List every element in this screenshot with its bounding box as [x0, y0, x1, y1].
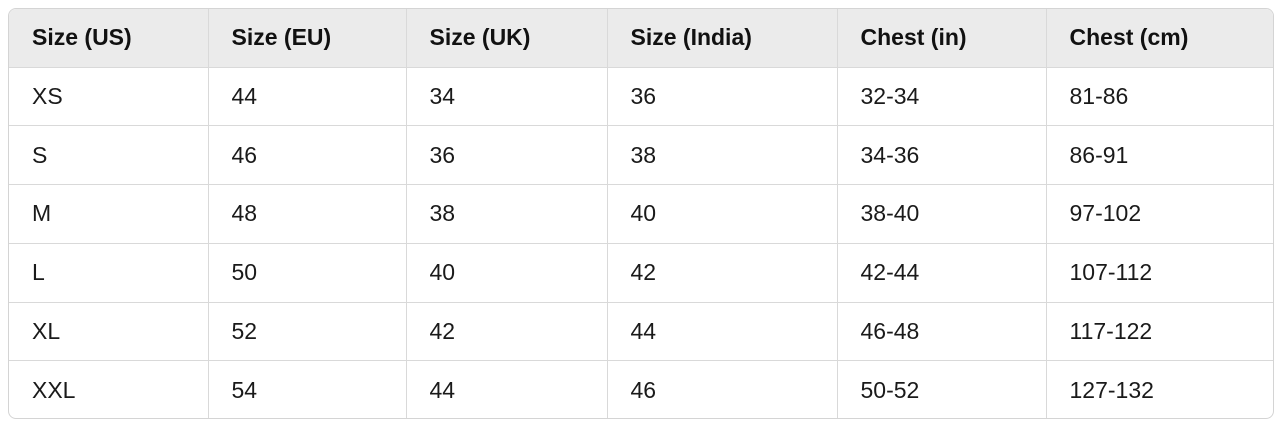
cell-chest-in: 34-36: [837, 125, 1047, 186]
cell-size-eu: 50: [208, 243, 407, 303]
cell-size-uk: 42: [406, 302, 608, 362]
cell-size-us: XXL: [9, 360, 209, 418]
cell-size-india: 42: [607, 243, 838, 303]
cell-size-us: XS: [9, 67, 209, 127]
cell-size-india: 44: [607, 302, 838, 362]
cell-size-us: M: [9, 184, 209, 244]
cell-size-india: 38: [607, 125, 838, 186]
cell-size-eu: 54: [208, 360, 407, 418]
cell-size-eu: 52: [208, 302, 407, 362]
cell-chest-cm: 86-91: [1046, 125, 1273, 186]
cell-size-india: 40: [607, 184, 838, 244]
cell-size-uk: 36: [406, 125, 608, 186]
column-header-chest-in: Chest (in): [837, 9, 1047, 68]
cell-size-us: XL: [9, 302, 209, 362]
table-row: XS 44 34 36 32-34 81-86: [9, 67, 1273, 127]
cell-size-india: 36: [607, 67, 838, 127]
table-row: XXL 54 44 46 50-52 127-132: [9, 360, 1273, 418]
cell-size-uk: 40: [406, 243, 608, 303]
column-header-size-uk: Size (UK): [406, 9, 608, 68]
cell-size-us: S: [9, 125, 209, 186]
table-row: S 46 36 38 34-36 86-91: [9, 125, 1273, 186]
column-header-chest-cm: Chest (cm): [1046, 9, 1273, 68]
cell-size-eu: 48: [208, 184, 407, 244]
cell-size-uk: 44: [406, 360, 608, 418]
cell-chest-cm: 117-122: [1046, 302, 1273, 362]
header-row: Size (US) Size (EU) Size (UK) Size (Indi…: [9, 9, 1273, 68]
table-row: L 50 40 42 42-44 107-112: [9, 243, 1273, 303]
table-row: M 48 38 40 38-40 97-102: [9, 184, 1273, 244]
cell-size-india: 46: [607, 360, 838, 418]
cell-chest-in: 46-48: [837, 302, 1047, 362]
cell-size-eu: 46: [208, 125, 407, 186]
cell-chest-cm: 127-132: [1069, 377, 1154, 404]
size-chart-table-container: Size (US) Size (EU) Size (UK) Size (Indi…: [8, 8, 1274, 419]
column-header-size-india: Size (India): [607, 9, 838, 68]
cell-chest-in: 38-40: [837, 184, 1047, 244]
cell-chest-in: 32-34: [837, 67, 1047, 127]
cell-chest-cm: 81-86: [1046, 67, 1273, 127]
table-header: Size (US) Size (EU) Size (UK) Size (Indi…: [9, 9, 1273, 68]
cell-size-eu: 44: [208, 67, 407, 127]
cell-size-uk: 38: [406, 184, 608, 244]
cell-chest-cm: 97-102: [1046, 184, 1273, 244]
cell-chest-cm: 107-112: [1046, 243, 1273, 303]
column-header-size-eu: Size (EU): [208, 9, 407, 68]
size-chart-table: Size (US) Size (EU) Size (UK) Size (Indi…: [9, 9, 1273, 418]
cell-size-us: L: [9, 243, 209, 303]
cell-size-uk: 34: [406, 67, 608, 127]
cell-chest-in: 50-52: [837, 360, 1047, 418]
cell-chest-in: 42-44: [837, 243, 1047, 303]
column-header-size-us: Size (US): [9, 9, 209, 68]
table-body: XS 44 34 36 32-34 81-86 S 46 36 38 34-36…: [9, 67, 1273, 418]
table-row: XL 52 42 44 46-48 117-122: [9, 302, 1273, 362]
